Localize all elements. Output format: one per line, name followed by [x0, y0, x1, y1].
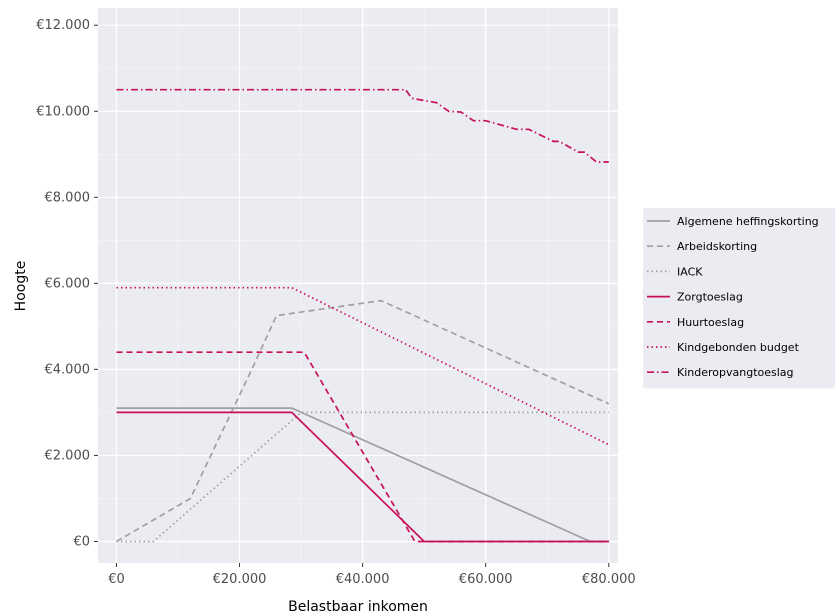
y-tick-label: €10.000: [36, 104, 90, 119]
x-tick-label: €0: [108, 572, 125, 587]
x-tick-label: €60.000: [459, 572, 513, 587]
series-line-iack: [116, 411, 609, 543]
y-tick-label: €8.000: [45, 190, 91, 205]
y-tick-label: €6.000: [45, 276, 91, 291]
series-line-zorgtoeslag: [116, 411, 609, 543]
y-tick-label: €0: [73, 534, 90, 549]
series-layer: [116, 88, 610, 543]
x-axis-title: Belastbaar inkomen: [288, 599, 428, 615]
y-tick-label: €12.000: [36, 18, 90, 33]
legend-label-zorgtoeslag: Zorgtoeslag: [677, 291, 743, 304]
y-axis-title: Hoogte: [13, 261, 29, 312]
legend-label-algemene-heffingskorting: Algemene heffingskorting: [677, 215, 819, 228]
y-tick-label: €4.000: [45, 362, 91, 377]
legend-label-iack: IACK: [677, 265, 703, 278]
x-axis: €0 €20.000 €40.000 €60.000 €80.000: [108, 563, 636, 587]
y-tick-label: €2.000: [45, 448, 91, 463]
x-tick-label: €40.000: [336, 572, 390, 587]
x-tick-label: €20.000: [213, 572, 267, 587]
legend-label-kindgebonden-budget: Kindgebonden budget: [677, 341, 800, 354]
legend-label-arbeidskorting: Arbeidskorting: [677, 240, 757, 253]
series-line-kinderopvangtoeslag: [116, 88, 609, 163]
x-tick-label: €80.000: [582, 572, 636, 587]
series-line-huurtoeslag: [116, 351, 609, 543]
legend-label-kinderopvangtoeslag: Kinderopvangtoeslag: [677, 366, 794, 379]
y-axis: €0 €2.000 €4.000 €6.000 €8.000 €10.000 €12.000: [36, 18, 98, 549]
legend-background: [643, 208, 835, 389]
legend-label-huurtoeslag: Huurtoeslag: [677, 316, 744, 329]
series-line-arbeidskorting: [116, 299, 610, 543]
plot-panel: [98, 8, 618, 563]
legend: Algemene heffingskorting Arbeidskorting IA…: [643, 208, 835, 389]
